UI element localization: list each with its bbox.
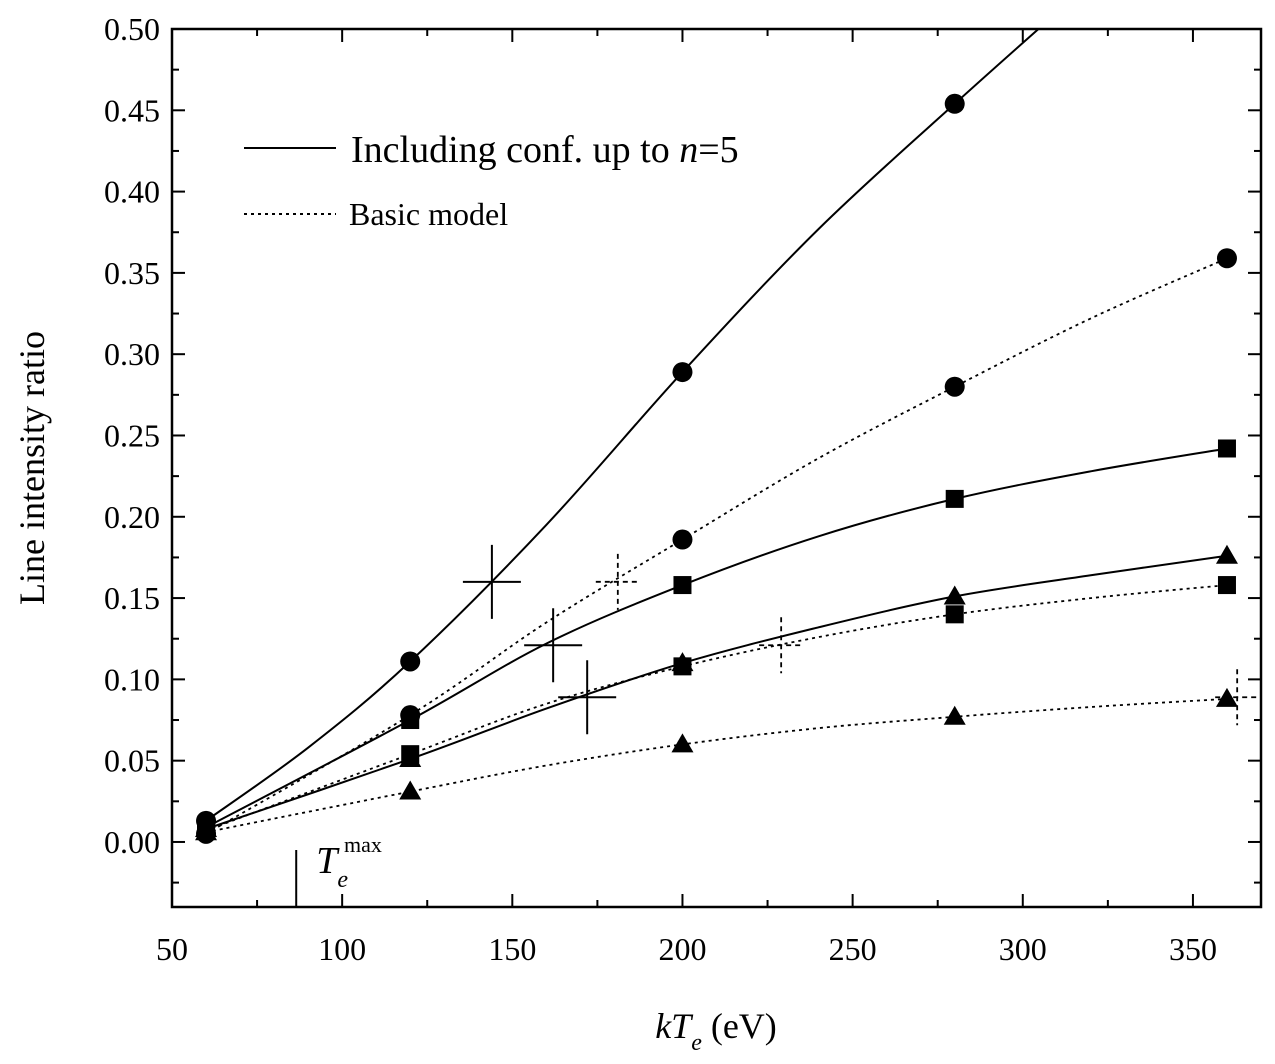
- chart-marks: [195, 29, 1260, 844]
- legend-entry-basic-model: Basic model: [349, 196, 508, 232]
- plot-frame: [170, 27, 1263, 909]
- series-3-point-3: [673, 576, 692, 595]
- series-6-point-1: [195, 821, 218, 841]
- series-6-curve: [205, 698, 1228, 834]
- crosshair-2: [524, 608, 583, 683]
- series-3-curve: [205, 447, 1228, 829]
- series-4-point-4: [945, 605, 964, 624]
- crosshair-5: [759, 617, 804, 674]
- series-5-point-2: [399, 748, 422, 768]
- series-5-point-3: [671, 652, 694, 672]
- series-5: [195, 544, 1238, 837]
- axis-ticks: [171, 28, 1261, 907]
- series-2-point-5: [1216, 248, 1237, 269]
- crosshair-1: [462, 544, 521, 619]
- x-tick-label-100: 100: [318, 931, 366, 967]
- series-2-curve: [205, 257, 1228, 835]
- series-3-point-4: [945, 489, 964, 508]
- series-1-point-3: [672, 362, 693, 383]
- x-tick-label-300: 300: [999, 931, 1047, 967]
- series-6-point-3: [671, 733, 694, 753]
- series-1-point-2: [400, 651, 421, 672]
- y-tick-label-0.25: 0.25: [104, 417, 160, 453]
- x-tick-label-250: 250: [829, 931, 877, 967]
- crosshair-3: [558, 660, 617, 735]
- series-3-point-5: [1217, 439, 1236, 458]
- y-axis-title: Line intensity ratio: [12, 331, 52, 605]
- y-tick-label-0.50: 0.50: [104, 11, 160, 47]
- y-tick-label-0.35: 0.35: [104, 255, 160, 291]
- y-tick-label-0.15: 0.15: [104, 580, 160, 616]
- y-tick-label-0.30: 0.30: [104, 336, 160, 372]
- series-6-point-4: [943, 705, 966, 725]
- series-4-point-5: [1217, 576, 1236, 595]
- x-axis-title: kTe (eV): [655, 1006, 777, 1056]
- y-tick-label-0.45: 0.45: [104, 92, 160, 128]
- series-5-curve: [205, 554, 1228, 830]
- crosshair-4: [595, 553, 640, 610]
- series-6-point-2: [399, 780, 422, 800]
- series-6: [195, 687, 1238, 841]
- tick-labels: 50 100 150 200 250 300 350 0.00 0.05 0.10 0.15 0.20…: [104, 11, 1217, 967]
- y-tick-label-0.40: 0.40: [104, 174, 160, 210]
- series-3: [197, 439, 1236, 837]
- series-1: [196, 29, 1040, 831]
- series-1-curve: [205, 29, 1040, 822]
- te-max-label: Temax: [316, 832, 382, 893]
- y-tick-label-0.05: 0.05: [104, 743, 160, 779]
- x-tick-label-350: 350: [1169, 931, 1217, 967]
- y-tick-label-0.20: 0.20: [104, 499, 160, 535]
- series-2-point-3: [672, 529, 693, 550]
- series-1-point-4: [944, 93, 965, 114]
- te-max-annotation: Temax: [295, 832, 382, 907]
- crosshair-6: [1215, 669, 1260, 726]
- y-tick-label-0.10: 0.10: [104, 661, 160, 697]
- series-5-point-4: [943, 585, 966, 605]
- series-5-point-5: [1215, 544, 1238, 564]
- y-tick-label-0.00: 0.00: [104, 824, 160, 860]
- x-tick-label-200: 200: [658, 931, 706, 967]
- legend-entry-including-conf: Including conf. up to n=5: [351, 129, 739, 171]
- series-2-point-4: [944, 376, 965, 397]
- x-tick-label-50: 50: [156, 931, 188, 967]
- x-tick-label-150: 150: [488, 931, 536, 967]
- legend: Including conf. up to n=5 Basic model: [244, 129, 739, 232]
- series-2: [196, 248, 1237, 844]
- series-3-point-2: [401, 711, 420, 730]
